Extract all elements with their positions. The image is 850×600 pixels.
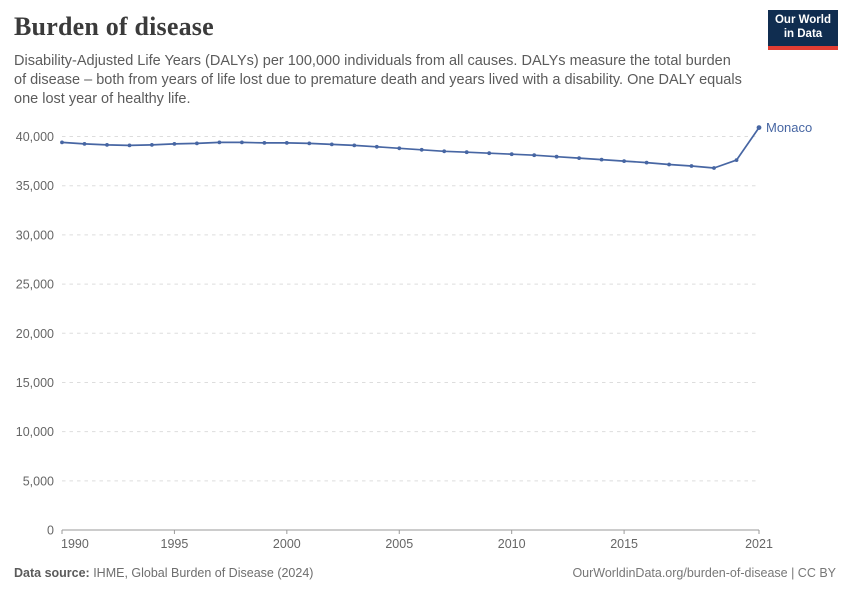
data-point-marker[interactable] — [509, 152, 514, 157]
data-point-marker[interactable] — [240, 140, 244, 145]
data-point-marker[interactable] — [532, 153, 537, 158]
data-point-marker[interactable] — [374, 144, 379, 149]
data-point-marker[interactable] — [442, 149, 447, 154]
y-tick-label: 35,000 — [16, 179, 54, 193]
data-point-marker[interactable] — [284, 141, 289, 145]
x-tick-label: 2021 — [745, 537, 773, 551]
data-point-marker[interactable] — [622, 159, 626, 163]
data-point-marker[interactable] — [307, 141, 312, 146]
y-tick-label: 5,000 — [23, 474, 54, 488]
x-tick-label: 2000 — [273, 537, 301, 551]
x-tick-label: 2005 — [385, 537, 413, 551]
data-point-marker[interactable] — [352, 143, 357, 148]
data-point-marker[interactable] — [82, 142, 87, 146]
y-tick-label: 40,000 — [16, 130, 54, 144]
x-tick-label: 2015 — [610, 537, 638, 551]
data-point-marker[interactable] — [397, 146, 402, 151]
data-point-marker[interactable] — [262, 141, 267, 145]
data-point-marker[interactable] — [329, 142, 334, 147]
entity-label[interactable]: Monaco — [766, 120, 812, 135]
x-tick-label: 1995 — [161, 537, 189, 551]
chart-plot-area: 0 5,000 10,000 15,000 20,000 25,000 30,000 35,0… — [0, 113, 850, 563]
data-source-value: IHME, Global Burden of Disease (2024) — [89, 566, 314, 580]
owid-logo[interactable]: Our World in Data — [768, 10, 838, 50]
credit-line[interactable]: OurWorldinData.org/burden-of-disease | C… — [572, 566, 836, 580]
data-point-marker[interactable] — [712, 166, 716, 170]
data-point-marker[interactable] — [172, 142, 177, 146]
y-tick-label: 25,000 — [16, 278, 54, 292]
series-line[interactable] — [61, 126, 760, 169]
data-point-marker[interactable] — [419, 147, 424, 152]
data-point-marker[interactable] — [577, 156, 581, 160]
data-point-marker[interactable] — [487, 151, 492, 156]
data-point-marker[interactable] — [734, 158, 739, 162]
y-axis-labels: 0 5,000 10,000 15,000 20,000 25,000 30,000 35,0… — [16, 130, 54, 538]
data-point-marker[interactable] — [464, 150, 469, 155]
y-tick-label: 30,000 — [16, 228, 54, 242]
x-axis: 1990 1995 2000 2005 2010 2015 2021 — [61, 529, 773, 551]
y-tick-label: 10,000 — [16, 425, 54, 439]
y-tick-label: 0 — [47, 524, 54, 538]
chart-footer: Data source: IHME, Global Burden of Dise… — [14, 566, 836, 580]
data-point-marker[interactable] — [195, 141, 199, 146]
gridlines — [62, 136, 759, 482]
data-series-monaco[interactable]: Monaco — [60, 120, 812, 170]
data-point-marker[interactable] — [150, 143, 154, 147]
line-chart-svg: 0 5,000 10,000 15,000 20,000 25,000 30,000 35,0… — [16, 120, 812, 551]
page-title: Burden of disease — [14, 12, 214, 41]
data-point-marker[interactable] — [554, 154, 559, 159]
data-point-marker[interactable] — [667, 162, 671, 167]
data-point-marker[interactable] — [217, 140, 222, 145]
data-point-marker[interactable] — [644, 160, 649, 165]
data-point-marker[interactable] — [689, 164, 694, 168]
data-source-label: Data source: — [14, 566, 90, 580]
y-tick-label: 15,000 — [16, 376, 54, 390]
data-point-marker[interactable] — [127, 143, 132, 148]
x-tick-label: 2010 — [498, 537, 526, 551]
data-point-marker[interactable] — [599, 157, 604, 162]
data-source: Data source: IHME, Global Burden of Dise… — [14, 566, 313, 580]
owid-logo-line2: in Data — [783, 28, 823, 40]
chart-subtitle: Disability-Adjusted Life Years (DALYs) p… — [14, 53, 742, 108]
x-tick-label: 1990 — [61, 537, 89, 551]
y-tick-label: 20,000 — [16, 327, 54, 341]
data-point-marker[interactable] — [60, 140, 64, 145]
data-point-marker[interactable] — [105, 143, 109, 147]
owid-logo-line1: Our World — [774, 14, 831, 27]
data-point-marker[interactable] — [756, 125, 762, 130]
